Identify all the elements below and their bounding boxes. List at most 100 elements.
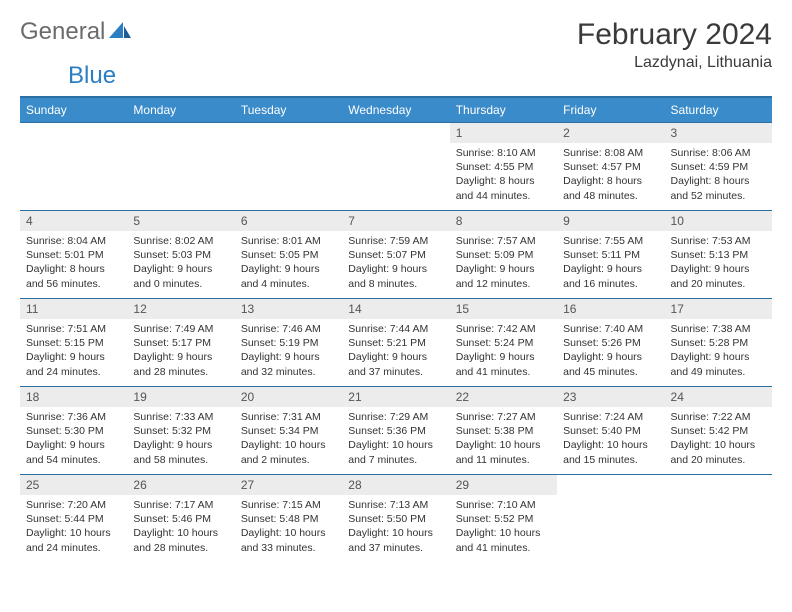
sunset-text: Sunset: 4:57 PM (563, 160, 658, 174)
sunrise-text: Sunrise: 7:38 AM (671, 322, 766, 336)
daylight-text: Daylight: 10 hours and 24 minutes. (26, 526, 121, 554)
day-cell: 13Sunrise: 7:46 AMSunset: 5:19 PMDayligh… (235, 299, 342, 387)
day-cell: 10Sunrise: 7:53 AMSunset: 5:13 PMDayligh… (665, 211, 772, 299)
day-cell: 26Sunrise: 7:17 AMSunset: 5:46 PMDayligh… (127, 475, 234, 563)
day-details: Sunrise: 7:46 AMSunset: 5:19 PMDaylight:… (235, 319, 342, 385)
day-cell (665, 475, 772, 563)
date-number: 16 (557, 299, 664, 319)
daylight-text: Daylight: 9 hours and 54 minutes. (26, 438, 121, 466)
day-header-row: Sunday Monday Tuesday Wednesday Thursday… (20, 97, 772, 123)
sunrise-text: Sunrise: 8:08 AM (563, 146, 658, 160)
sunrise-text: Sunrise: 7:42 AM (456, 322, 551, 336)
day-details: Sunrise: 8:08 AMSunset: 4:57 PMDaylight:… (557, 143, 664, 209)
day-cell: 15Sunrise: 7:42 AMSunset: 5:24 PMDayligh… (450, 299, 557, 387)
day-details: Sunrise: 7:29 AMSunset: 5:36 PMDaylight:… (342, 407, 449, 473)
sunrise-text: Sunrise: 7:59 AM (348, 234, 443, 248)
sunset-text: Sunset: 5:52 PM (456, 512, 551, 526)
date-number: 17 (665, 299, 772, 319)
day-details: Sunrise: 7:17 AMSunset: 5:46 PMDaylight:… (127, 495, 234, 561)
day-cell: 16Sunrise: 7:40 AMSunset: 5:26 PMDayligh… (557, 299, 664, 387)
daylight-text: Daylight: 9 hours and 16 minutes. (563, 262, 658, 290)
daylight-text: Daylight: 9 hours and 28 minutes. (133, 350, 228, 378)
day-details: Sunrise: 7:13 AMSunset: 5:50 PMDaylight:… (342, 495, 449, 561)
daylight-text: Daylight: 9 hours and 24 minutes. (26, 350, 121, 378)
day-details: Sunrise: 7:38 AMSunset: 5:28 PMDaylight:… (665, 319, 772, 385)
sunset-text: Sunset: 5:19 PM (241, 336, 336, 350)
sunset-text: Sunset: 5:38 PM (456, 424, 551, 438)
day-header: Friday (557, 97, 664, 123)
date-number: 24 (665, 387, 772, 407)
sunset-text: Sunset: 5:07 PM (348, 248, 443, 262)
sunrise-text: Sunrise: 7:53 AM (671, 234, 766, 248)
day-header: Saturday (665, 97, 772, 123)
sunset-text: Sunset: 4:55 PM (456, 160, 551, 174)
sunset-text: Sunset: 5:48 PM (241, 512, 336, 526)
sunset-text: Sunset: 5:05 PM (241, 248, 336, 262)
daylight-text: Daylight: 10 hours and 28 minutes. (133, 526, 228, 554)
day-cell: 14Sunrise: 7:44 AMSunset: 5:21 PMDayligh… (342, 299, 449, 387)
day-cell: 7Sunrise: 7:59 AMSunset: 5:07 PMDaylight… (342, 211, 449, 299)
day-header: Thursday (450, 97, 557, 123)
date-number: 6 (235, 211, 342, 231)
day-details: Sunrise: 7:22 AMSunset: 5:42 PMDaylight:… (665, 407, 772, 473)
daylight-text: Daylight: 10 hours and 15 minutes. (563, 438, 658, 466)
date-number: 10 (665, 211, 772, 231)
sunrise-text: Sunrise: 7:24 AM (563, 410, 658, 424)
day-details: Sunrise: 8:02 AMSunset: 5:03 PMDaylight:… (127, 231, 234, 297)
day-details: Sunrise: 7:51 AMSunset: 5:15 PMDaylight:… (20, 319, 127, 385)
week-row: 11Sunrise: 7:51 AMSunset: 5:15 PMDayligh… (20, 299, 772, 387)
day-details: Sunrise: 7:27 AMSunset: 5:38 PMDaylight:… (450, 407, 557, 473)
sunset-text: Sunset: 5:03 PM (133, 248, 228, 262)
sunrise-text: Sunrise: 7:13 AM (348, 498, 443, 512)
date-number: 19 (127, 387, 234, 407)
week-row: 4Sunrise: 8:04 AMSunset: 5:01 PMDaylight… (20, 211, 772, 299)
date-number: 25 (20, 475, 127, 495)
header: General February 2024 Lazdynai, Lithuani… (20, 18, 772, 72)
day-details: Sunrise: 7:53 AMSunset: 5:13 PMDaylight:… (665, 231, 772, 297)
sunrise-text: Sunrise: 7:22 AM (671, 410, 766, 424)
daylight-text: Daylight: 9 hours and 41 minutes. (456, 350, 551, 378)
daylight-text: Daylight: 9 hours and 4 minutes. (241, 262, 336, 290)
sunrise-text: Sunrise: 7:57 AM (456, 234, 551, 248)
sunrise-text: Sunrise: 7:51 AM (26, 322, 121, 336)
week-row: 18Sunrise: 7:36 AMSunset: 5:30 PMDayligh… (20, 387, 772, 475)
daylight-text: Daylight: 9 hours and 8 minutes. (348, 262, 443, 290)
daylight-text: Daylight: 10 hours and 41 minutes. (456, 526, 551, 554)
sunrise-text: Sunrise: 8:02 AM (133, 234, 228, 248)
sunset-text: Sunset: 5:30 PM (26, 424, 121, 438)
day-details: Sunrise: 7:15 AMSunset: 5:48 PMDaylight:… (235, 495, 342, 561)
day-cell (127, 123, 234, 211)
sunrise-text: Sunrise: 7:20 AM (26, 498, 121, 512)
daylight-text: Daylight: 10 hours and 37 minutes. (348, 526, 443, 554)
sunset-text: Sunset: 5:34 PM (241, 424, 336, 438)
day-header: Tuesday (235, 97, 342, 123)
daylight-text: Daylight: 9 hours and 20 minutes. (671, 262, 766, 290)
day-cell: 12Sunrise: 7:49 AMSunset: 5:17 PMDayligh… (127, 299, 234, 387)
daylight-text: Daylight: 8 hours and 56 minutes. (26, 262, 121, 290)
date-number: 28 (342, 475, 449, 495)
sunset-text: Sunset: 5:28 PM (671, 336, 766, 350)
date-number: 14 (342, 299, 449, 319)
day-details: Sunrise: 7:31 AMSunset: 5:34 PMDaylight:… (235, 407, 342, 473)
day-header: Monday (127, 97, 234, 123)
sunset-text: Sunset: 5:46 PM (133, 512, 228, 526)
day-details: Sunrise: 8:10 AMSunset: 4:55 PMDaylight:… (450, 143, 557, 209)
sunrise-text: Sunrise: 7:17 AM (133, 498, 228, 512)
sunset-text: Sunset: 5:50 PM (348, 512, 443, 526)
sunrise-text: Sunrise: 8:01 AM (241, 234, 336, 248)
day-cell: 5Sunrise: 8:02 AMSunset: 5:03 PMDaylight… (127, 211, 234, 299)
daylight-text: Daylight: 10 hours and 11 minutes. (456, 438, 551, 466)
day-cell: 3Sunrise: 8:06 AMSunset: 4:59 PMDaylight… (665, 123, 772, 211)
month-title: February 2024 (577, 18, 772, 52)
day-details: Sunrise: 7:24 AMSunset: 5:40 PMDaylight:… (557, 407, 664, 473)
sunset-text: Sunset: 5:44 PM (26, 512, 121, 526)
sunset-text: Sunset: 5:15 PM (26, 336, 121, 350)
date-number: 2 (557, 123, 664, 143)
date-number: 23 (557, 387, 664, 407)
logo-text-general: General (20, 18, 105, 46)
day-details: Sunrise: 7:49 AMSunset: 5:17 PMDaylight:… (127, 319, 234, 385)
calendar-table: Sunday Monday Tuesday Wednesday Thursday… (20, 96, 772, 563)
day-cell (342, 123, 449, 211)
date-number: 15 (450, 299, 557, 319)
day-cell: 1Sunrise: 8:10 AMSunset: 4:55 PMDaylight… (450, 123, 557, 211)
